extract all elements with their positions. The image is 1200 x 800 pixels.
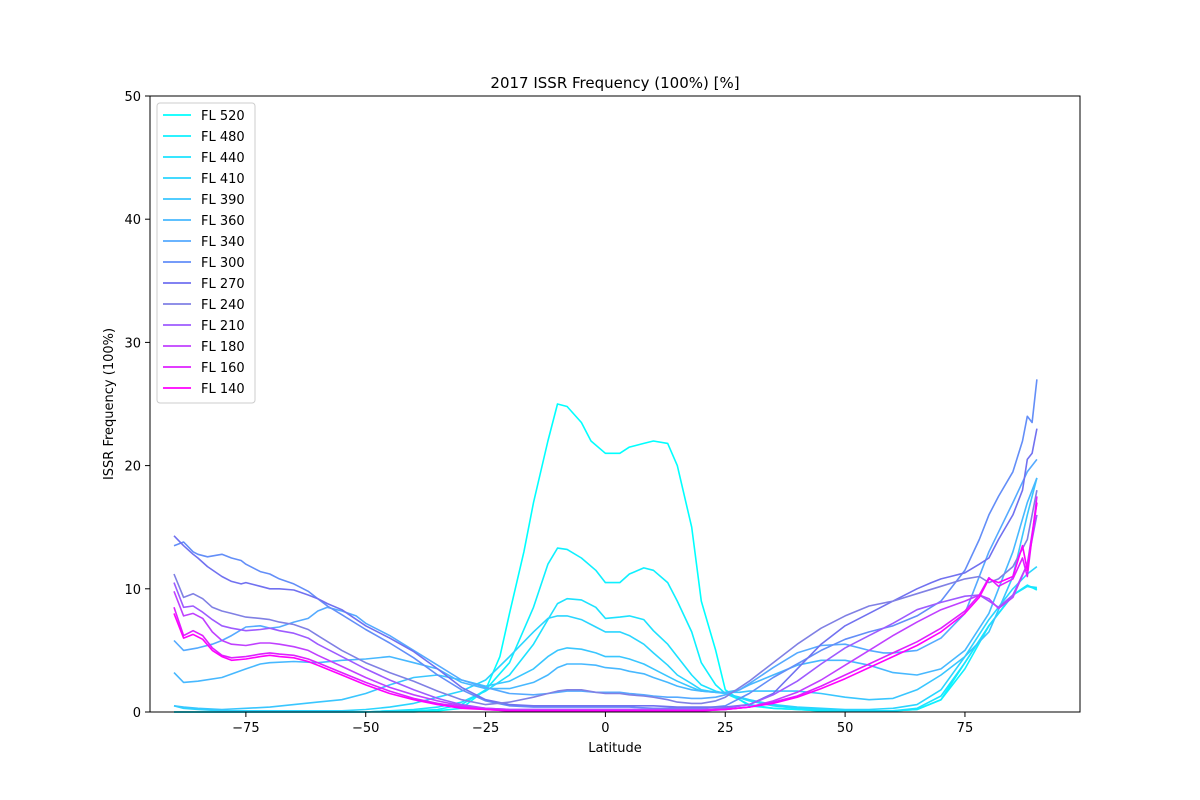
series-line-fl-410: [173, 565, 1038, 712]
y-tick-label: 40: [124, 213, 141, 228]
legend-label: FL 300: [201, 256, 245, 271]
y-tick-label: 30: [124, 336, 141, 351]
x-tick-label: 50: [837, 721, 854, 736]
legend-label: FL 210: [201, 319, 245, 334]
axes: −75 −50 −25 0 25 50 75 0 10 20 30 40 50: [124, 90, 973, 736]
x-tick-label: 25: [717, 721, 734, 736]
series-line-fl-140: [173, 502, 1038, 712]
legend-label: FL 440: [201, 151, 245, 166]
legend-box: [156, 102, 256, 404]
plot-frame: [149, 95, 1081, 713]
legend-label: FL 240: [201, 298, 245, 313]
legend-label: FL 360: [201, 214, 245, 229]
legend-label: FL 180: [201, 340, 245, 355]
y-tick-label: 0: [133, 706, 141, 721]
y-tick-label: 10: [124, 583, 141, 598]
series-line-fl-180: [173, 502, 1038, 711]
series-line-fl-240: [173, 490, 1038, 706]
x-tick-label: −25: [472, 721, 499, 736]
x-axis-title: Latitude: [588, 741, 642, 756]
y-tick-label: 50: [124, 90, 141, 105]
legend-label: FL 340: [201, 235, 245, 250]
legend-label: FL 270: [201, 277, 245, 292]
series-line-fl-270: [173, 428, 1038, 708]
y-tick-label: 20: [124, 460, 141, 475]
y-axis-title: ISSR Frequency (100%): [102, 328, 117, 480]
legend-label: FL 140: [201, 382, 245, 397]
legend: FL 520 FL 480 FL 440 FL 410 FL 390 FL 360 FL 3…: [156, 102, 256, 404]
legend-label: FL 160: [201, 361, 245, 376]
x-tick-label: 0: [601, 721, 609, 736]
legend-label: FL 410: [201, 172, 245, 187]
legend-label: FL 520: [201, 109, 245, 124]
x-tick-label: 75: [957, 721, 974, 736]
x-tick-label: −75: [232, 721, 259, 736]
chart-title: 2017 ISSR Frequency (100%) [%]: [490, 74, 739, 92]
series-line-fl-390: [173, 477, 1038, 711]
legend-label: FL 480: [201, 130, 245, 145]
legend-label: FL 390: [201, 193, 245, 208]
x-tick-label: −50: [352, 721, 379, 736]
